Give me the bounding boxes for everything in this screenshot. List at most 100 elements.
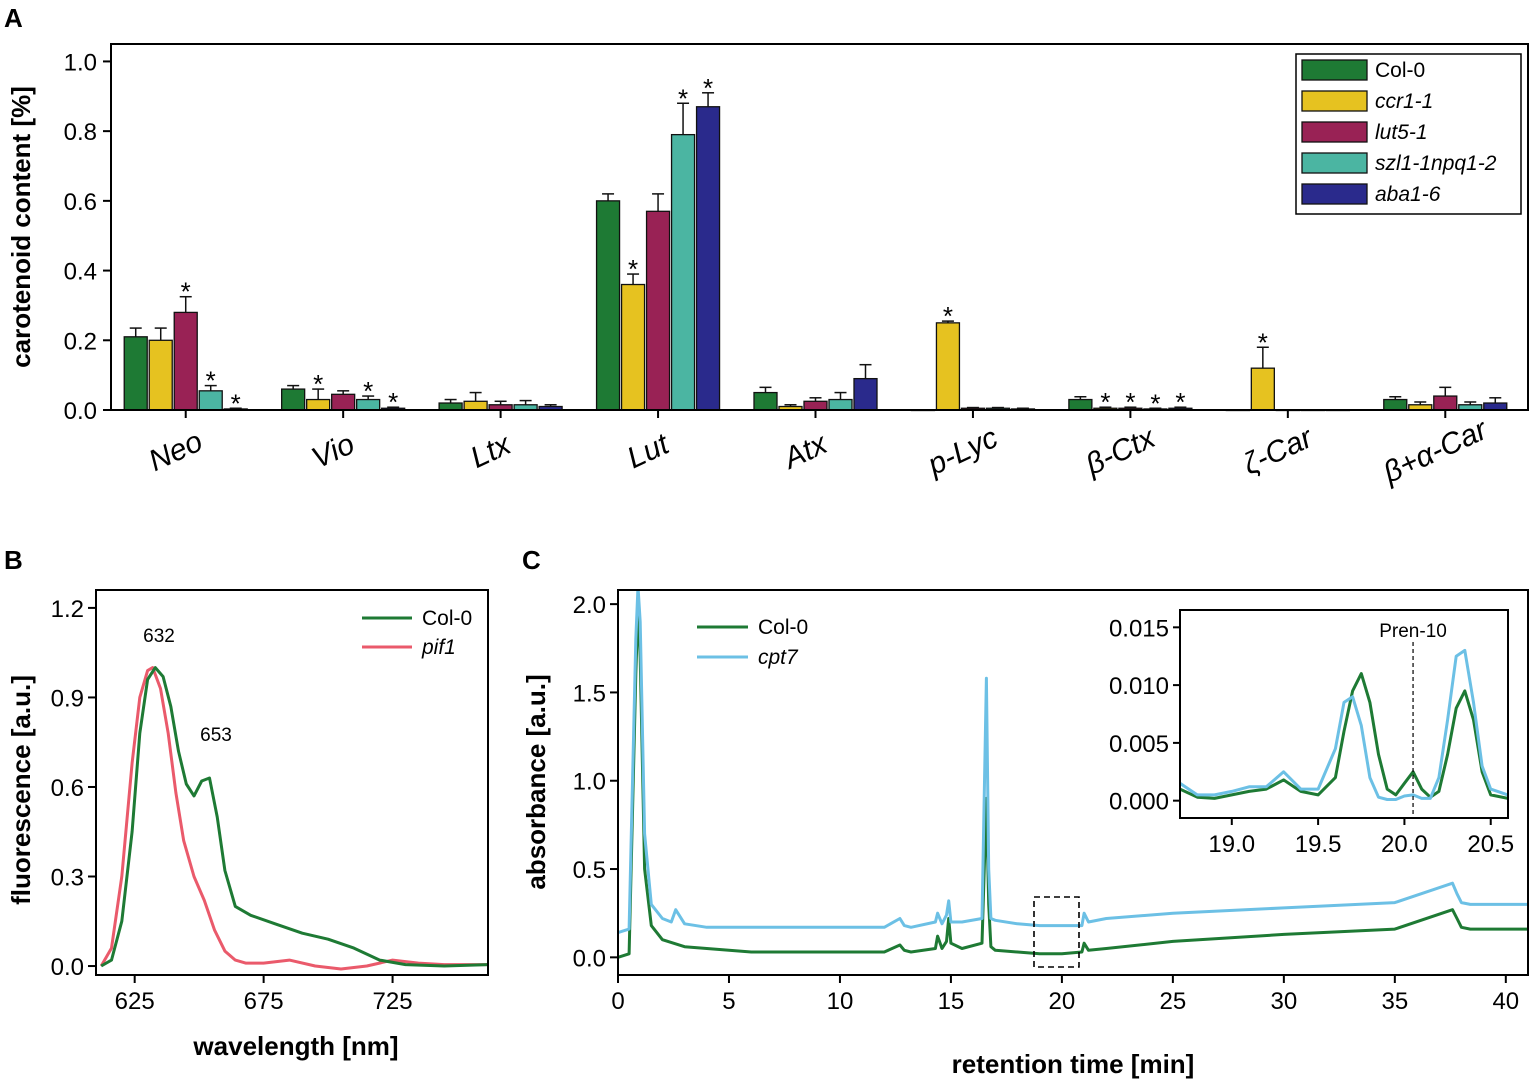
inset-line-cpt7 bbox=[1180, 648, 1508, 801]
significance-star: * bbox=[943, 301, 953, 331]
y-tick-label: 1.0 bbox=[573, 769, 606, 796]
y-axis-ticks-b: 0.0 0.3 0.6 0.9 1.2 bbox=[51, 596, 96, 981]
lines-group-c bbox=[618, 590, 1528, 959]
x-axis-ticks-c: 0 5 10 15 20 25 30 35 40 bbox=[611, 975, 1519, 1015]
x-tick-label: 40 bbox=[1492, 988, 1519, 1015]
bar-ccr1-1-Lut bbox=[620, 283, 646, 411]
y-tick-label: 0.4 bbox=[64, 259, 97, 286]
bar-lut5-1-Vio bbox=[331, 393, 356, 411]
legend-label: Col-0 bbox=[422, 607, 472, 630]
y-tick-label: 0.9 bbox=[51, 685, 84, 712]
significance-star: * bbox=[678, 83, 688, 113]
y-axis-ticks-a: 0.0 0.2 0.4 0.6 0.8 1.0 bbox=[64, 49, 111, 425]
significance-star: * bbox=[628, 254, 638, 284]
panel-label-c: C bbox=[522, 545, 541, 575]
legend-b: Col-0 pif1 bbox=[362, 607, 472, 659]
category-label: Vio bbox=[307, 427, 360, 475]
bar-Col-0-Lut bbox=[595, 200, 621, 411]
x-axis-ticks-b: 625 675 725 bbox=[115, 975, 413, 1015]
y-tick-label: 0.0 bbox=[51, 954, 84, 981]
x-axis-label-b: wavelength [nm] bbox=[192, 1031, 398, 1061]
plot-frame-a bbox=[110, 43, 1529, 411]
significance-stars-group: * * * * * * * * * * * * * * * bbox=[181, 73, 1268, 418]
y-tick-label: 0.5 bbox=[573, 857, 606, 884]
y-tick-label: 0.0 bbox=[64, 398, 97, 425]
legend-swatch-lut5-1 bbox=[1301, 121, 1368, 143]
bar-ccr1-1-p-Lyc bbox=[935, 322, 961, 411]
line-Col-0 bbox=[100, 666, 489, 968]
y-tick-label: 0.3 bbox=[51, 865, 84, 892]
panel-label-b: B bbox=[4, 545, 23, 575]
peak-label-632: 632 bbox=[143, 626, 175, 647]
legend-swatch-aba1-6 bbox=[1301, 183, 1368, 205]
inset-x-tick-label: 20.0 bbox=[1381, 831, 1428, 858]
inset-y-tick-label: 0.000 bbox=[1109, 789, 1169, 816]
legend-label: szl1-1npq1-2 bbox=[1375, 152, 1497, 175]
x-tick-label: 675 bbox=[244, 988, 284, 1015]
inset-x-tick-label: 19.0 bbox=[1208, 831, 1255, 858]
bar-Col-0-Atx bbox=[753, 391, 778, 411]
y-tick-label: 0.2 bbox=[64, 328, 97, 355]
significance-star: * bbox=[363, 376, 373, 406]
inset-line-Col-0 bbox=[1180, 672, 1508, 800]
bar-aba1-6-Lut bbox=[695, 106, 721, 411]
legend-label: pif1 bbox=[421, 636, 456, 659]
significance-star: * bbox=[1150, 388, 1160, 418]
y-tick-label: 0.0 bbox=[573, 945, 606, 972]
category-label: β+α-Car bbox=[1377, 413, 1493, 490]
bar-aba1-6-Atx bbox=[853, 377, 878, 411]
line-pif1 bbox=[99, 666, 488, 971]
bar-Col-0-Ltx bbox=[438, 402, 463, 411]
legend-swatch-szl1-1npq1-2 bbox=[1301, 152, 1368, 174]
significance-star: * bbox=[1175, 387, 1185, 417]
y-axis-ticks-c: 0.0 0.5 1.0 1.5 2.0 bbox=[573, 592, 618, 972]
category-label: ζ-Car bbox=[1238, 421, 1318, 482]
y-tick-label: 1.5 bbox=[573, 680, 606, 707]
x-tick-label: 5 bbox=[722, 988, 735, 1015]
plot-frame-c bbox=[617, 589, 1529, 976]
legend-a: Col-0 ccr1-1 lut5-1 szl1-1npq1-2 aba1-6 bbox=[1295, 53, 1522, 215]
legend-label: aba1-6 bbox=[1375, 183, 1441, 206]
legend-label: Col-0 bbox=[758, 616, 808, 639]
bar-szl1-1npq1-2-Lut bbox=[670, 133, 696, 411]
significance-star: * bbox=[1100, 387, 1110, 417]
x-tick-label: 35 bbox=[1381, 988, 1408, 1015]
line-Col-0 bbox=[618, 602, 1528, 959]
bar-szl1-1npq1-2-Atx bbox=[828, 398, 853, 411]
significance-star: * bbox=[388, 387, 398, 417]
y-tick-label: 0.6 bbox=[51, 775, 84, 802]
x-tick-label: 20 bbox=[1049, 988, 1076, 1015]
bar-ccr1-1-Ltx bbox=[463, 400, 488, 411]
zoom-region-box bbox=[1033, 896, 1080, 968]
line-cpt7 bbox=[618, 590, 1528, 935]
inset-x-tick-label: 19.5 bbox=[1295, 831, 1342, 858]
panel-b-fluorescence-chart: 625 675 725 0.0 0.3 0.6 0.9 1.2 632 653 Col-0 p… bbox=[6, 589, 489, 1061]
legend-label: lut5-1 bbox=[1375, 121, 1428, 144]
significance-star: * bbox=[206, 366, 216, 396]
x-axis-label-c: retention time [min] bbox=[952, 1049, 1195, 1079]
bar-ccr1-1-Neo bbox=[148, 339, 173, 411]
panel-label-a: A bbox=[4, 3, 23, 33]
bar-lut5-1-Neo bbox=[173, 311, 198, 411]
legend-swatch-Col-0 bbox=[1301, 59, 1368, 81]
inset-y-ticks: 0.000 0.005 0.010 0.015 bbox=[1109, 615, 1180, 816]
x-tick-label: 0 bbox=[611, 988, 624, 1015]
pren-10-label: Pren-10 bbox=[1379, 621, 1447, 642]
category-label: Ltx bbox=[465, 428, 516, 475]
inset-y-tick-label: 0.015 bbox=[1109, 615, 1169, 642]
inset-background bbox=[1179, 609, 1509, 819]
significance-star: * bbox=[231, 388, 241, 418]
y-axis-label-b: fluorescence [a.u.] bbox=[6, 675, 36, 905]
bar-lut5-1-β+α-Car bbox=[1433, 395, 1458, 411]
y-tick-label: 1.0 bbox=[64, 49, 97, 76]
x-tick-label: 25 bbox=[1160, 988, 1187, 1015]
legend-label: ccr1-1 bbox=[1375, 90, 1433, 113]
category-label: Lut bbox=[622, 427, 675, 475]
y-axis-label-c: absorbance [a.u.] bbox=[521, 674, 551, 889]
bar-Col-0-Vio bbox=[281, 388, 306, 411]
significance-star: * bbox=[181, 277, 191, 307]
x-tick-label: 725 bbox=[373, 988, 413, 1015]
significance-star: * bbox=[1258, 327, 1268, 357]
x-tick-label: 15 bbox=[938, 988, 965, 1015]
peak-label-653: 653 bbox=[200, 725, 232, 746]
